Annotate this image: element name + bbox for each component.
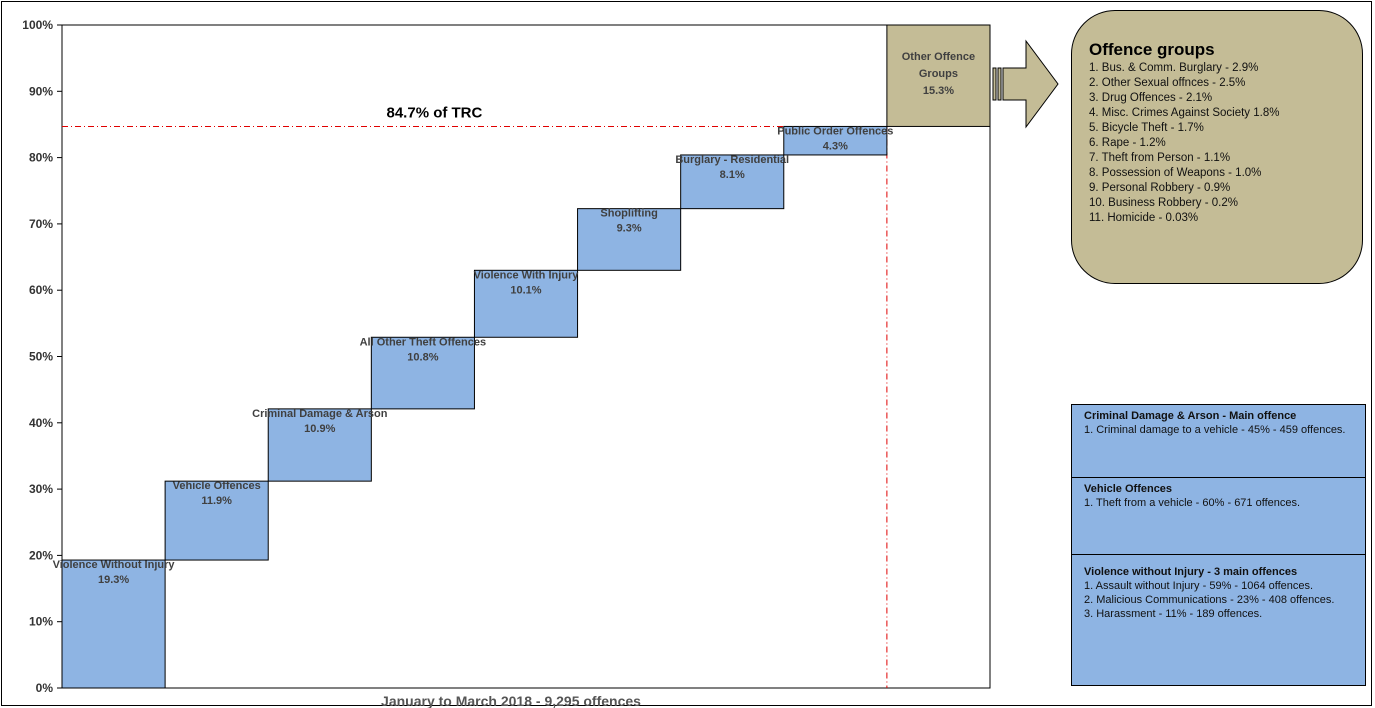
- bar-value-label: 19.3%: [98, 574, 129, 586]
- list-item: 5. Bicycle Theft - 1.7%: [1089, 122, 1204, 134]
- y-tick-label: 90%: [29, 84, 53, 98]
- bar-value-label: 15.3%: [923, 85, 954, 97]
- offence-groups-title: Offence groups: [1089, 40, 1215, 59]
- offence-groups-box: Offence groups 1. Bus. & Comm. Burglary …: [1071, 10, 1363, 284]
- info-panel-line: 2. Malicious Communications - 23% - 408 …: [1084, 594, 1335, 606]
- y-tick-label: 100%: [22, 18, 53, 32]
- info-panel-violence-without-injury: Violence without Injury - 3 main offence…: [1071, 554, 1366, 686]
- list-item: 8. Possession of Weapons - 1.0%: [1089, 167, 1262, 179]
- info-panel-line: 1. Assault without Injury - 59% - 1064 o…: [1084, 580, 1314, 592]
- bar-value-label: 10.8%: [407, 351, 438, 363]
- info-panel-criminal-damage: Criminal Damage & Arson - Main offence 1…: [1071, 404, 1366, 478]
- info-panel-title: Vehicle Offences: [1084, 483, 1173, 495]
- bar-category-label: Other Offence Groups: [902, 51, 975, 80]
- bar-value-label: 10.9%: [304, 423, 335, 435]
- y-tick-label: 70%: [29, 217, 53, 231]
- bar-category-label: Burglary - Residential: [675, 154, 789, 166]
- bar-criminal-damage-arson: [267, 408, 372, 482]
- list-item: 2. Other Sexual offnces - 2.5%: [1089, 77, 1246, 89]
- bar-all-other-theft-offences: [370, 336, 475, 410]
- x-axis-label: January to March 2018 - 9,295 offences: [381, 693, 641, 708]
- bar-category-label: All Other Theft Offences: [360, 336, 487, 348]
- info-panel-line: 1. Criminal damage to a vehicle - 45% - …: [1084, 424, 1346, 436]
- info-panel-title: Violence without Injury - 3 main offence…: [1084, 566, 1298, 578]
- bar-vehicle-offences: [164, 480, 269, 561]
- list-item: 1. Bus. & Comm. Burglary - 2.9%: [1089, 62, 1259, 74]
- bar-value-label: 8.1%: [720, 169, 745, 181]
- list-item: 4. Misc. Crimes Against Society 1.8%: [1089, 107, 1280, 119]
- bar-violence-without-injury: [61, 559, 166, 689]
- info-panel-title: Criminal Damage & Arson - Main offence: [1084, 410, 1297, 422]
- bar-value-label: 11.9%: [201, 495, 232, 507]
- info-panel-vehicle-offences: Vehicle Offences 1. Theft from a vehicle…: [1071, 477, 1366, 555]
- list-item: 11. Homicide - 0.03%: [1089, 212, 1199, 224]
- bars: [61, 24, 991, 689]
- y-tick-label: 20%: [29, 548, 53, 562]
- bar-category-label: Vehicle Offences: [173, 480, 261, 492]
- bar-category-label: Violence Without Injury: [53, 559, 176, 571]
- y-tick-label: 40%: [29, 416, 53, 430]
- plot-area: [61, 24, 991, 689]
- bar-labels: Violence Without Injury 19.3% Vehicle Offe…: [53, 51, 976, 586]
- offence-groups-list: 1. Bus. & Comm. Burglary - 2.9% 2. Other…: [1089, 61, 1362, 226]
- bar-burglary-residential: [680, 154, 785, 210]
- y-tick-label: 80%: [29, 151, 53, 165]
- list-item: 3. Drug Offences - 2.1%: [1089, 92, 1213, 104]
- reference-line: 84.7% of TRC: [62, 104, 888, 688]
- list-item: 10. Business Robbery - 0.2%: [1089, 197, 1238, 209]
- bar-public-order-offences: [783, 125, 888, 156]
- bar-other-offence-groups: [886, 24, 991, 127]
- bar-violence-with-injury: [473, 269, 579, 338]
- bar-value-label: 9.3%: [617, 223, 642, 235]
- list-item: 9. Personal Robbery - 0.9%: [1089, 182, 1231, 194]
- bar-category-label: Violence With Injury: [474, 269, 580, 281]
- y-tick-label: 50%: [29, 350, 53, 364]
- list-item: 6. Rape - 1.2%: [1089, 137, 1166, 149]
- y-tick-label: 60%: [29, 283, 53, 297]
- info-panel-line: 1. Theft from a vehicle - 60% - 671 offe…: [1084, 497, 1301, 509]
- info-panel-line: 3. Harassment - 11% - 189 offences.: [1084, 608, 1263, 620]
- y-axis: 0% 10% 20% 30% 40% 50% 60% 70% 80% 90% 100%: [22, 18, 991, 695]
- bar-category-label: Shoplifting: [600, 208, 657, 220]
- bar-value-label: 4.3%: [823, 140, 848, 152]
- bar-category-label: Criminal Damage & Arson: [252, 408, 388, 420]
- bar-value-label: 10.1%: [510, 284, 541, 296]
- reference-line-label: 84.7% of TRC: [387, 104, 483, 121]
- y-tick-label: 30%: [29, 482, 53, 496]
- y-tick-label: 10%: [29, 615, 53, 629]
- bar-category-label: Public Order Offences: [777, 125, 893, 137]
- y-tick-label: 0%: [36, 681, 54, 695]
- arrow-icon: [992, 39, 1059, 129]
- list-item: 7. Theft from Person - 1.1%: [1089, 152, 1231, 164]
- bar-shoplifting: [577, 208, 682, 271]
